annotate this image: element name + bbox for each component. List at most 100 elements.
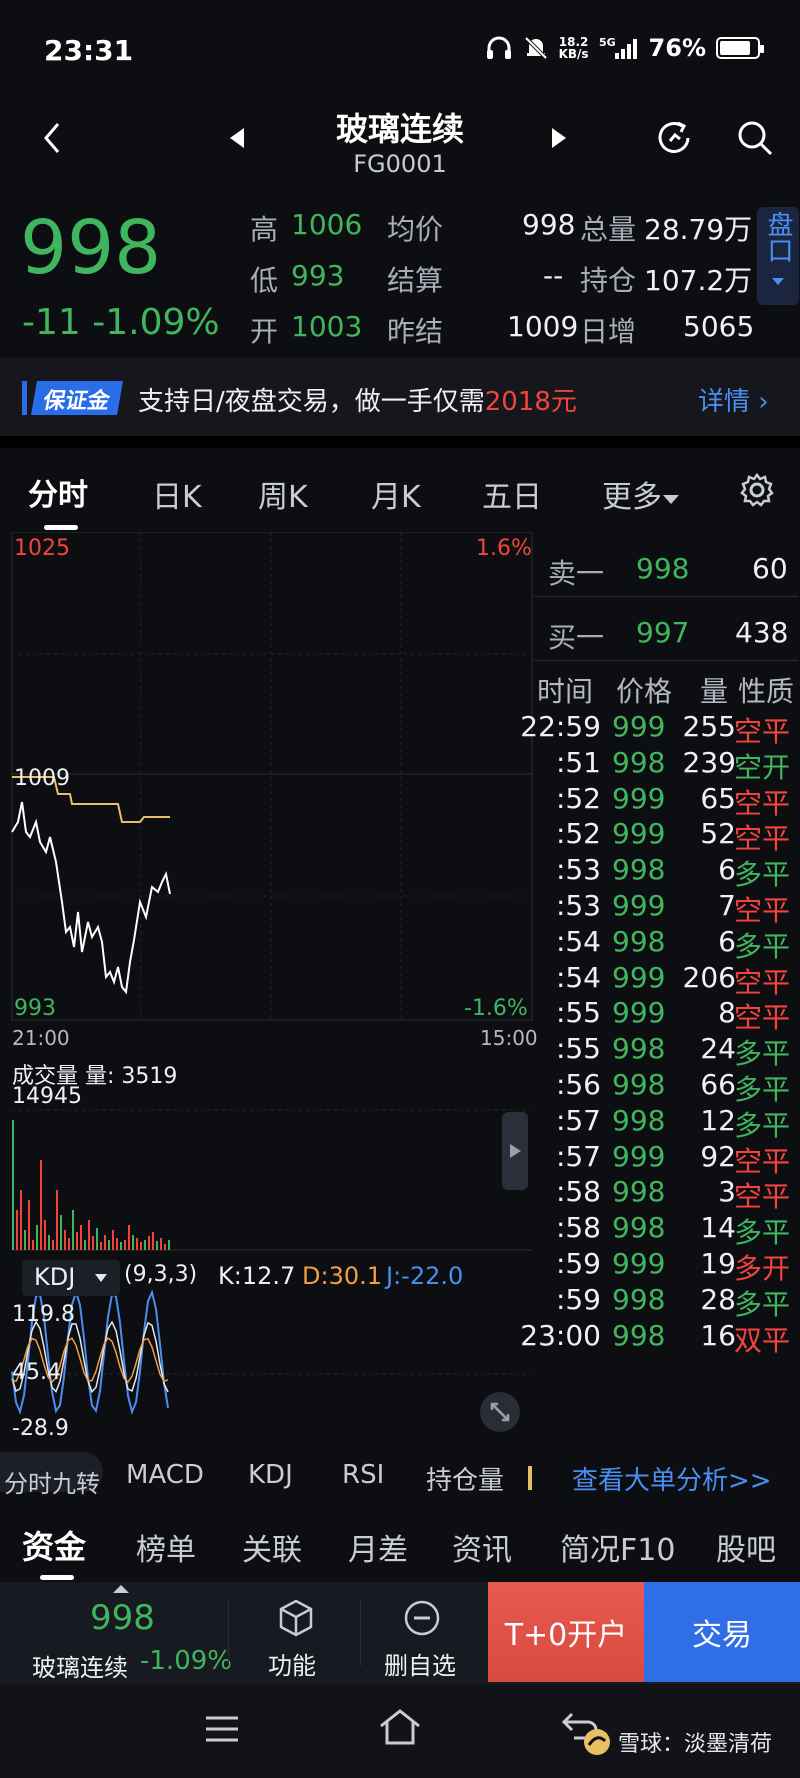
tick-time: :57 <box>555 1139 601 1173</box>
tick-price: 999 <box>612 781 666 815</box>
refresh-icon[interactable] <box>654 117 696 159</box>
tab-forum[interactable]: 股吧 <box>716 1533 776 1568</box>
expand-panel-handle[interactable] <box>502 1112 528 1190</box>
tick-row: :55 999 8 空平 <box>534 996 800 1036</box>
prev-contract-icon[interactable] <box>228 126 246 150</box>
menu-icon[interactable] <box>204 1714 240 1744</box>
tick-time: :59 <box>555 1247 601 1280</box>
tick-price: 998 <box>612 1318 666 1352</box>
high-label: 高 <box>250 213 279 246</box>
caret-up-icon[interactable] <box>112 1584 130 1594</box>
remove-watchlist-button[interactable]: 删自选 <box>380 1596 480 1680</box>
trade-button[interactable]: 交易 <box>644 1582 800 1682</box>
page-title: 玻璃连续 <box>335 110 464 148</box>
tick-type: 空平 <box>734 715 791 748</box>
tick-type: 多平 <box>734 858 791 892</box>
tick-type: 空平 <box>734 786 791 820</box>
tab-f10[interactable]: 简况F10 <box>560 1533 676 1568</box>
home-icon[interactable] <box>378 1708 422 1746</box>
search-icon[interactable] <box>735 118 775 158</box>
tab-funds[interactable]: 资金 <box>22 1528 87 1566</box>
kdj-k-value: K:12.7 <box>218 1262 296 1290</box>
tick-time: :53 <box>555 853 601 887</box>
indicator-rsi[interactable]: RSI <box>342 1460 385 1490</box>
volume-bar <box>144 1240 146 1250</box>
tick-price: 998 <box>612 1175 666 1209</box>
tick-time: :57 <box>555 1103 601 1137</box>
price-axis-mid: 1009 <box>14 766 70 791</box>
signal-icon: 5G <box>599 36 637 59</box>
volume-bar <box>108 1240 110 1250</box>
indicator-open-interest[interactable]: 持仓量 <box>426 1466 505 1496</box>
tick-type: 空平 <box>734 894 791 927</box>
volume-bar <box>92 1236 94 1250</box>
tick-price: 999 <box>612 1247 666 1280</box>
tick-row: :53 998 6 多平 <box>534 853 800 893</box>
tick-type: 空平 <box>734 1001 791 1035</box>
tab-five-day[interactable]: 五日 <box>482 480 542 515</box>
tick-time: :52 <box>555 781 601 815</box>
ask1-label: 卖一 <box>548 557 605 590</box>
tick-row: :58 998 3 空平 <box>534 1175 800 1215</box>
margin-banner[interactable] <box>0 358 800 436</box>
tick-type: 空平 <box>734 822 791 856</box>
volume-bar <box>40 1160 42 1250</box>
ask1-price: 998 <box>636 552 690 585</box>
tick-price: 999 <box>612 710 666 743</box>
tab-rankings[interactable]: 榜单 <box>136 1533 196 1568</box>
banner-text: 支持日/夜盘交易，做一手仅需2018元 <box>138 387 577 417</box>
tick-type: 多平 <box>734 1108 791 1142</box>
volume-bar <box>48 1235 50 1250</box>
tab-news[interactable]: 资讯 <box>452 1533 512 1568</box>
indicator-macd[interactable]: MACD <box>126 1460 204 1490</box>
pankou-button[interactable]: 盘口 <box>757 207 799 305</box>
tab-month-spread[interactable]: 月差 <box>348 1533 408 1568</box>
orderbook-divider <box>534 660 798 661</box>
tab-intraday[interactable]: 分时 <box>28 478 88 513</box>
tab-related[interactable]: 关联 <box>242 1533 302 1568</box>
tab-more[interactable]: 更多 <box>602 472 680 516</box>
bottom-pct: -1.09% <box>140 1646 232 1676</box>
system-nav-bar <box>0 1684 800 1778</box>
tick-type: 多平 <box>734 1037 791 1071</box>
function-button[interactable]: 功能 <box>258 1596 334 1680</box>
banner-amount: 2018元 <box>484 387 577 417</box>
back-arrow-icon[interactable] <box>40 120 64 156</box>
open-account-button[interactable]: T+0开户 <box>488 1582 644 1682</box>
tick-qty: 16 <box>700 1318 736 1352</box>
tick-qty: 255 <box>682 710 736 743</box>
tab-monthly-k[interactable]: 月K <box>371 480 421 515</box>
price-axis-top: 1025 <box>14 536 70 561</box>
bid1-qty: 438 <box>735 616 789 649</box>
tick-type: 多平 <box>734 1287 791 1321</box>
time-axis-end: 15:00 <box>480 1026 538 1050</box>
indicator-td-sequential[interactable]: 分时九转 <box>4 1470 100 1498</box>
tab-weekly-k[interactable]: 周K <box>258 480 308 515</box>
tick-qty: 28 <box>700 1282 736 1316</box>
average-price-line <box>12 776 170 823</box>
volume-bar <box>80 1225 82 1250</box>
fullscreen-button[interactable] <box>480 1392 520 1432</box>
kdj-selector[interactable]: KDJ <box>22 1260 120 1296</box>
time-axis-start: 21:00 <box>12 1026 70 1050</box>
banner-details-link[interactable]: 详情 › <box>698 387 769 417</box>
next-contract-icon[interactable] <box>550 126 568 150</box>
low-value: 993 <box>291 259 345 292</box>
intraday-chart[interactable] <box>10 532 534 1446</box>
big-order-analysis-link[interactable]: 查看大单分析>> <box>572 1466 772 1496</box>
indicator-kdj[interactable]: KDJ <box>248 1460 293 1490</box>
volume-value: 28.79万 <box>644 213 753 246</box>
cube-icon <box>279 1599 313 1637</box>
tick-qty: 206 <box>682 960 736 994</box>
kdj-j-value: J:-22.0 <box>386 1262 464 1290</box>
tick-row: :56 998 66 多平 <box>534 1068 800 1108</box>
tab-daily-k[interactable]: 日K <box>152 480 202 515</box>
tick-type: 多平 <box>734 1073 791 1106</box>
volume-bar <box>88 1220 90 1250</box>
volume-bar <box>52 1240 54 1250</box>
margin-badge: 保证金 <box>31 381 124 415</box>
bid1-price: 997 <box>636 616 690 649</box>
settings-icon[interactable] <box>739 472 775 508</box>
tick-time: :56 <box>555 1068 601 1101</box>
divider <box>360 1600 361 1666</box>
